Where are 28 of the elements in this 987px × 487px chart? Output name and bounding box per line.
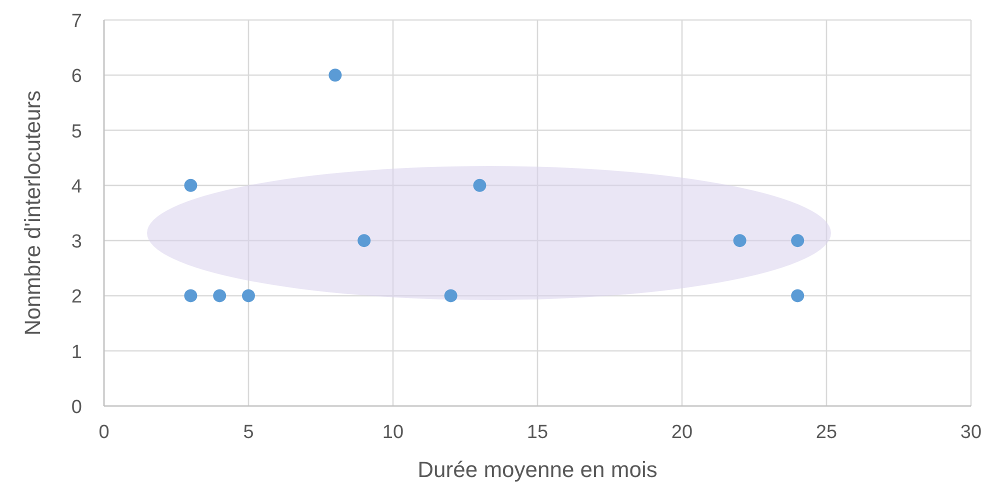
x-tick-label: 25 — [816, 422, 838, 443]
y-tick-label: 7 — [71, 11, 82, 32]
x-tick-label: 20 — [671, 422, 693, 443]
point — [358, 234, 371, 248]
point — [473, 178, 486, 192]
point — [444, 289, 458, 302]
point — [184, 178, 198, 192]
y-tick-label: 3 — [71, 232, 82, 253]
x-tick-label: 10 — [382, 422, 404, 443]
x-axis-title: Durée moyenne en mois — [418, 457, 658, 482]
x-tick-label: 30 — [960, 422, 982, 443]
point — [242, 289, 255, 302]
x-tick-label: 5 — [243, 422, 254, 443]
y-tick-label: 0 — [71, 397, 82, 418]
x-tick-label: 15 — [526, 422, 548, 443]
x-tick-label: 0 — [98, 422, 110, 443]
y-tick-label: 1 — [71, 342, 82, 363]
y-tick-label: 6 — [71, 66, 82, 88]
point — [184, 289, 198, 302]
point — [213, 289, 226, 302]
y-tick-label: 4 — [71, 176, 82, 198]
point — [791, 289, 804, 302]
y-axis-title: Nonmbre d'interlocuteurs — [20, 90, 45, 336]
point — [791, 234, 804, 248]
y-tick-label: 2 — [71, 286, 82, 308]
y-tick-label: 5 — [71, 121, 82, 142]
point — [733, 234, 746, 248]
point — [328, 68, 342, 82]
